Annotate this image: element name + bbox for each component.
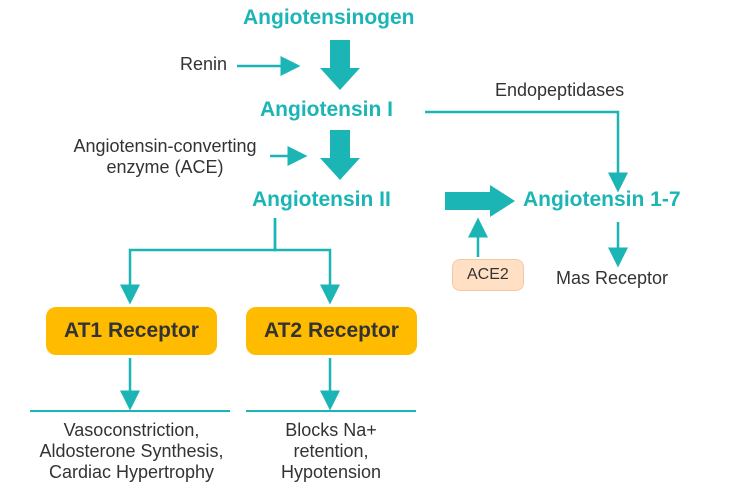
at2-effects-l2: retention, <box>293 441 368 461</box>
at1-effects-l3: Cardiac Hypertrophy <box>49 462 214 482</box>
label-renin: Renin <box>180 54 227 75</box>
node-at1-receptor: AT1 Receptor <box>46 307 217 355</box>
at2-effects-l3: Hypotension <box>281 462 381 482</box>
label-at2-effects: Blocks Na+ retention, Hypotension <box>256 420 406 483</box>
node-ace2: ACE2 <box>452 259 524 291</box>
label-ace: Angiotensin-converting enzyme (ACE) <box>60 136 270 178</box>
label-ace-line1: Angiotensin-converting <box>73 136 256 156</box>
at1-effects-l2: Aldosterone Synthesis, <box>39 441 223 461</box>
label-endopeptidases: Endopeptidases <box>495 80 624 101</box>
node-angiotensin-ii: Angiotensin II <box>252 188 391 212</box>
at2-effects-l1: Blocks Na+ <box>285 420 377 440</box>
underline-at1 <box>30 410 230 412</box>
node-mas-receptor: Mas Receptor <box>556 268 668 289</box>
node-angiotensin-17: Angiotensin 1-7 <box>523 188 681 212</box>
at1-effects-l1: Vasoconstriction, <box>64 420 200 440</box>
underline-at2 <box>246 410 416 412</box>
label-at1-effects: Vasoconstriction, Aldosterone Synthesis,… <box>24 420 239 483</box>
label-ace-line2: enzyme (ACE) <box>106 157 223 177</box>
node-at2-receptor: AT2 Receptor <box>246 307 417 355</box>
node-angiotensinogen: Angiotensinogen <box>243 6 415 30</box>
node-angiotensin-i: Angiotensin I <box>260 98 393 122</box>
